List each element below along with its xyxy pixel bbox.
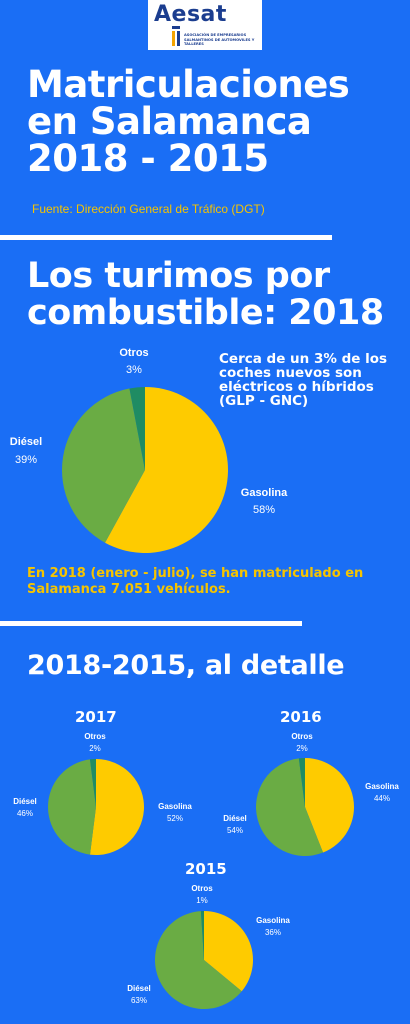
slice-diesel-2015 <box>154 911 242 1009</box>
value-diesel-2015: 63% <box>130 996 147 1005</box>
value-otros-2015: 1% <box>196 896 208 905</box>
label-gasolina-2018: Gasolina <box>240 487 288 499</box>
value-otros-2017: 2% <box>89 744 101 753</box>
page-title: Matriculaciones en Salamanca 2018 - 2015 <box>27 66 407 177</box>
source-note: Fuente: Dirección General de Tráfico (DG… <box>32 202 265 216</box>
value-gasolina-2015: 36% <box>264 928 281 937</box>
value-otros-2018: 3% <box>126 364 142 376</box>
slice-otros-2016 <box>298 757 305 807</box>
slice-diesel-2017 <box>47 759 96 855</box>
registrations-summary: En 2018 (enero - julio), se han matricul… <box>27 566 364 597</box>
value-gasolina-2016: 44% <box>373 794 390 803</box>
title-line-3: 2018 - 2015 <box>27 137 269 180</box>
year-title-2017: 2017 <box>75 708 117 726</box>
slice-otros-2018 <box>129 387 145 470</box>
pie-2018 <box>61 387 229 554</box>
value-otros-2016: 2% <box>296 744 308 753</box>
value-gasolina-2018: 58% <box>252 504 276 516</box>
slice-gasolina-2015 <box>204 911 253 992</box>
label-gasolina-2016: Gasolina <box>365 782 399 791</box>
label-otros-2016: Otros <box>291 732 313 741</box>
value-gasolina-2017: 52% <box>166 814 183 823</box>
section-heading-detail: 2018-2015, al detalle <box>27 650 345 681</box>
section-heading-2018: Los turimos por combustible: 2018 <box>27 258 407 332</box>
section-heading-line-2: combustible: 2018 <box>27 293 384 333</box>
label-otros-2015: Otros <box>191 884 213 893</box>
label-otros-2017: Otros <box>84 732 106 741</box>
label-gasolina-2015: Gasolina <box>256 916 290 925</box>
slice-otros-2017 <box>89 759 96 807</box>
label-diesel-2017: Diésel <box>13 797 37 806</box>
pie-2015 <box>154 911 253 1009</box>
label-diesel-2018: Diésel <box>9 436 43 448</box>
slice-gasolina-2018 <box>105 387 229 554</box>
slice-gasolina-2016 <box>305 758 355 853</box>
section-heading-line-1: Los turimos por <box>27 256 330 296</box>
logo-mark-icon <box>172 26 180 46</box>
year-title-2015: 2015 <box>185 860 227 878</box>
pie-2016 <box>256 757 355 856</box>
label-otros-2018: Otros <box>119 347 149 359</box>
label-diesel-2015: Diésel <box>127 984 151 993</box>
divider-top <box>0 235 332 240</box>
year-title-2016: 2016 <box>280 708 322 726</box>
slice-gasolina-2017 <box>89 759 144 856</box>
value-diesel-2018: 39% <box>14 454 38 466</box>
slice-otros-2015 <box>200 911 204 960</box>
value-diesel-2017: 46% <box>16 809 33 818</box>
electric-hybrid-note: Cerca de un 3% de los coches nuevos son … <box>219 351 388 409</box>
slice-diesel-2016 <box>256 758 324 856</box>
slice-diesel-2018 <box>61 388 145 543</box>
pie-2017 <box>47 759 144 856</box>
title-line-1: Matriculaciones <box>27 63 350 106</box>
title-line-2: en Salamanca <box>27 100 312 143</box>
value-diesel-2016: 54% <box>226 826 243 835</box>
divider-middle <box>0 621 302 626</box>
aesat-logo: Aesat ASOCIACIÓN DE EMPRESARIOS SALMANTI… <box>148 0 262 50</box>
logo-name: Aesat <box>154 2 227 27</box>
label-gasolina-2017: Gasolina <box>158 802 192 811</box>
logo-subtitle: ASOCIACIÓN DE EMPRESARIOS SALMANTINOS DE… <box>184 33 255 47</box>
label-diesel-2016: Diésel <box>223 814 247 823</box>
